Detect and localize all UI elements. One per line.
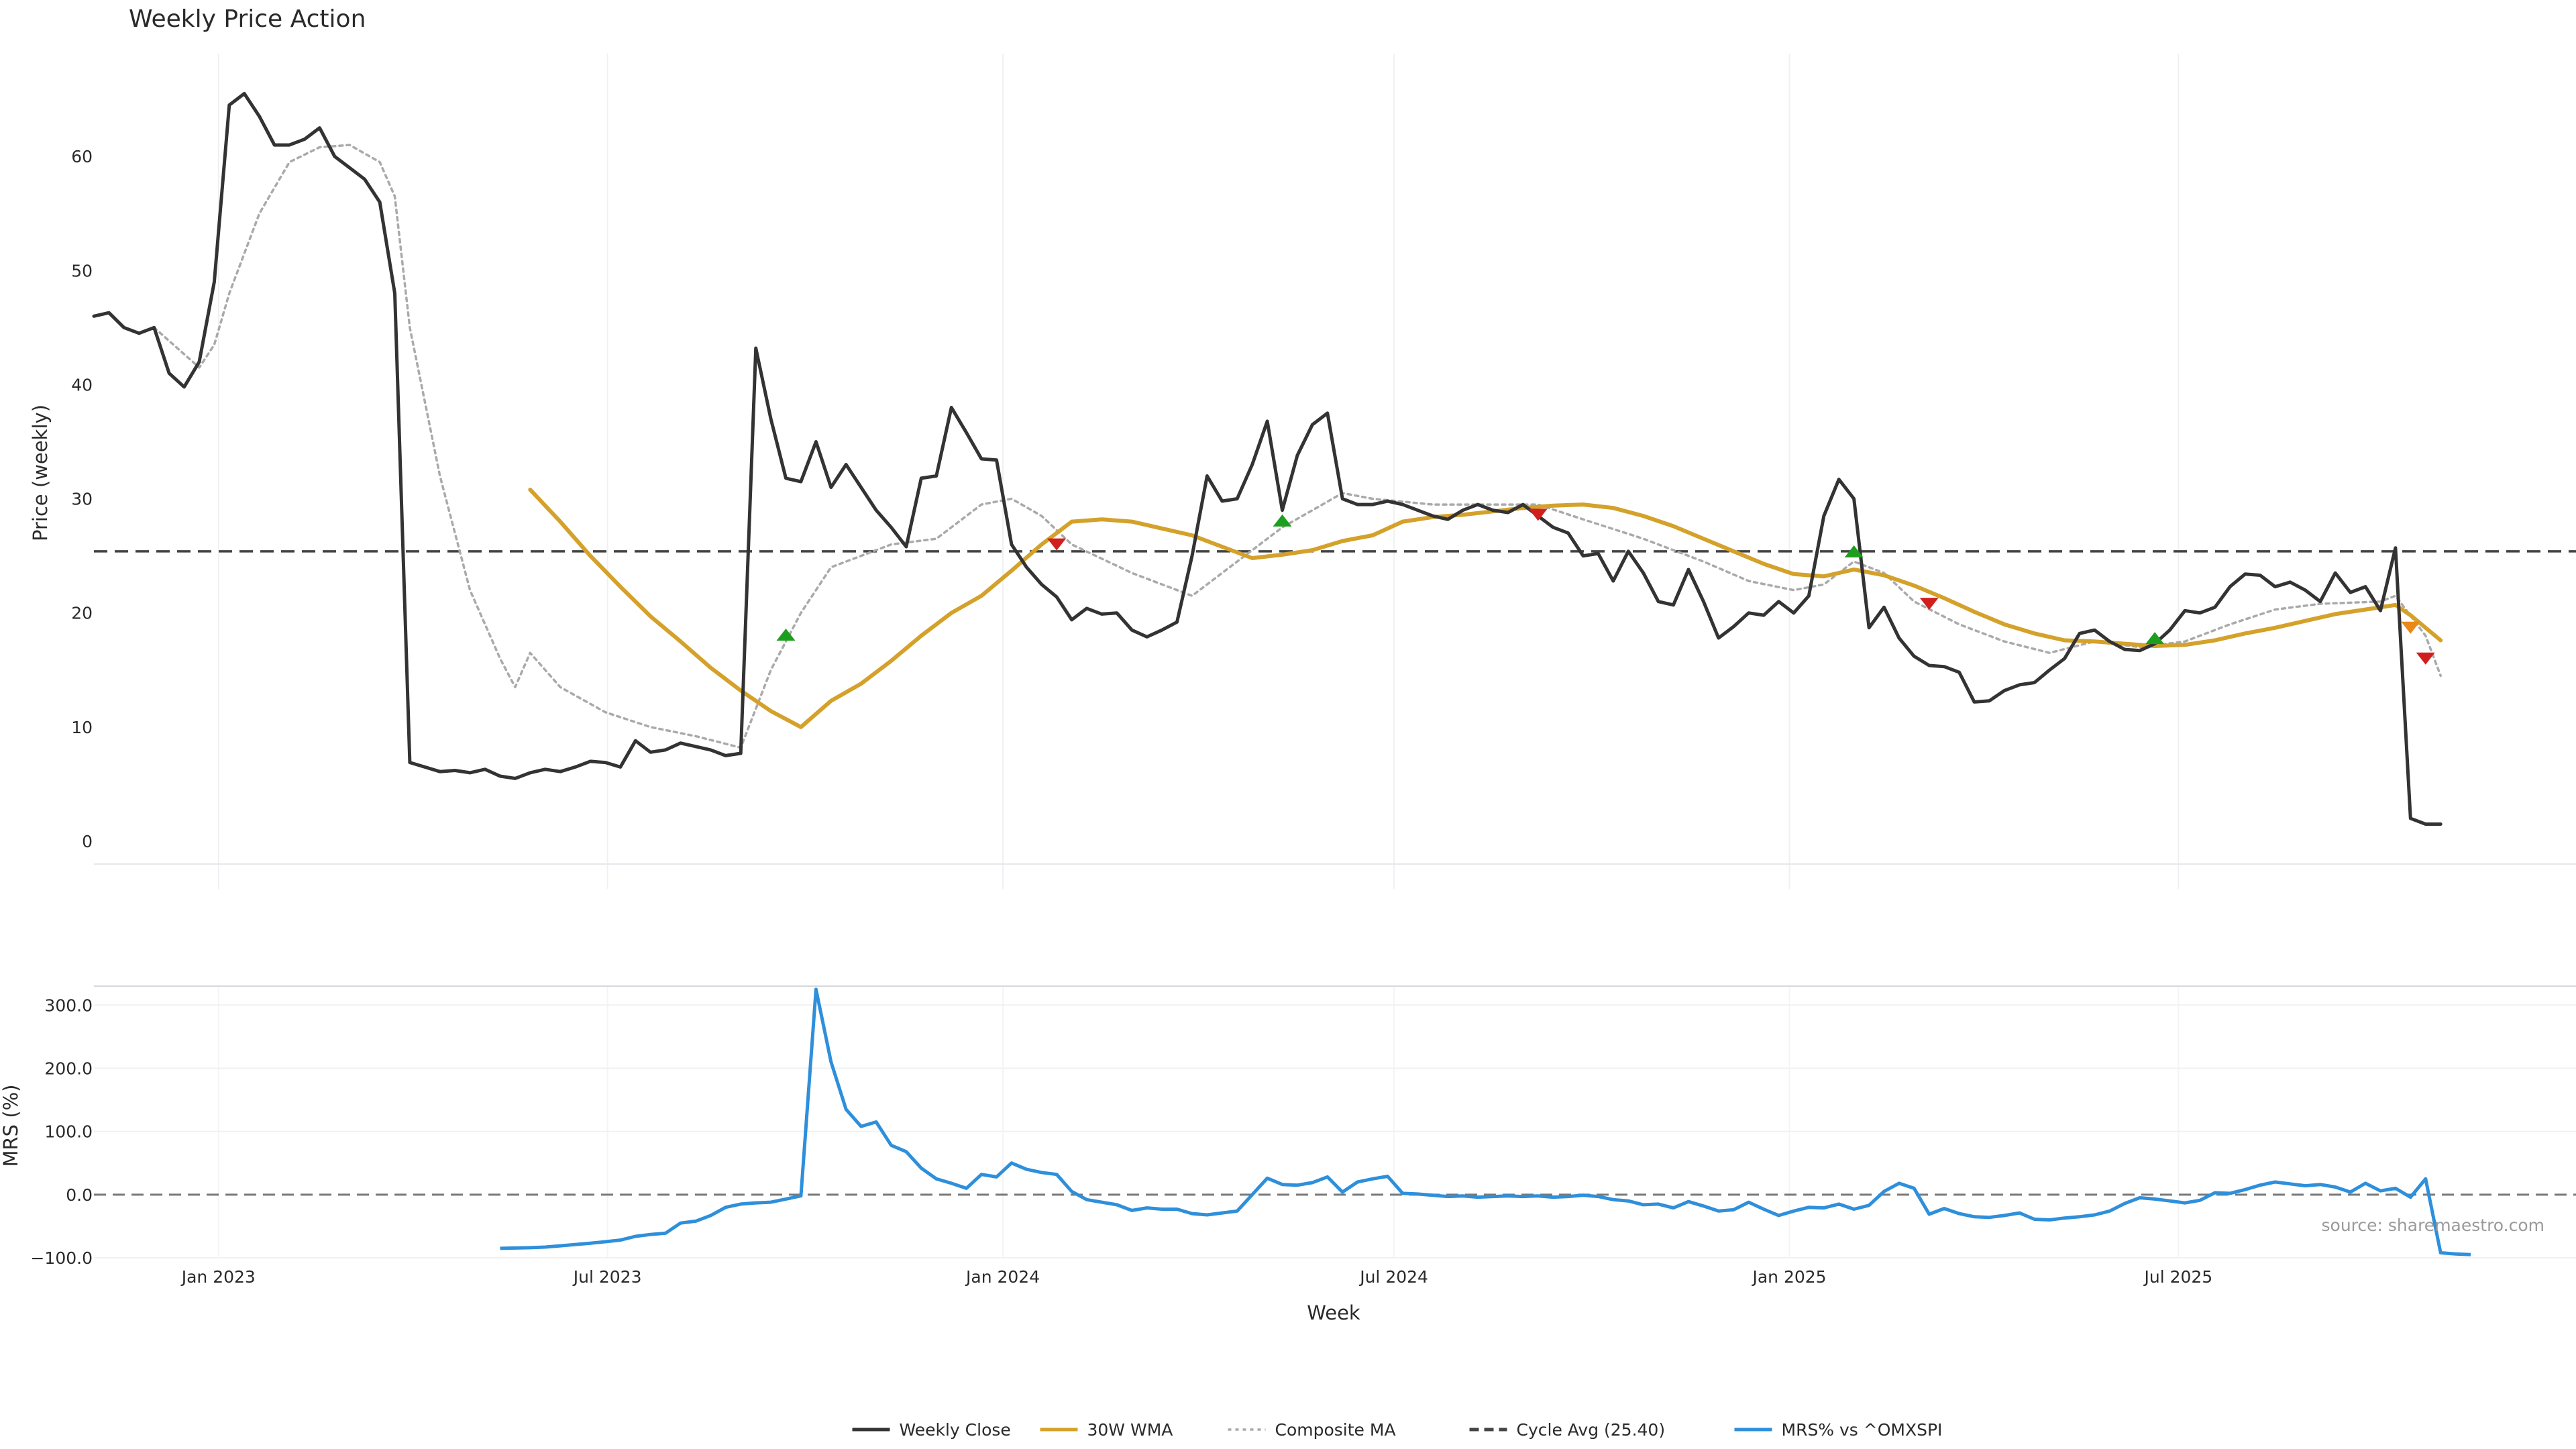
signal-marker-down — [2416, 652, 2435, 665]
x-tick-label: Jul 2025 — [2143, 1267, 2212, 1287]
legend-label: Cycle Avg (25.40) — [1517, 1420, 1666, 1440]
mrs-y-tick-label: 100.0 — [44, 1122, 93, 1142]
price-x-gridlines — [217, 54, 2180, 1258]
signal-markers — [776, 508, 2435, 665]
legend-item: 30W WMA — [1040, 1420, 1173, 1440]
x-tick-label: Jan 2024 — [965, 1267, 1040, 1287]
x-tick-label: Jul 2023 — [572, 1267, 642, 1287]
price-y-tick-label: 10 — [71, 718, 93, 737]
x-axis-label: Week — [1307, 1301, 1360, 1324]
x-tick-label: Jan 2023 — [180, 1267, 256, 1287]
mrs-y-axis-label: MRS (%) — [0, 1085, 22, 1167]
price-y-axis-label: Price (weekly) — [29, 405, 52, 541]
legend-label: Composite MA — [1275, 1420, 1396, 1440]
series-weekly-close — [92, 92, 2443, 826]
mrs-y-tick-label: 0.0 — [66, 1185, 93, 1205]
price-series — [92, 92, 2576, 826]
signal-marker-up — [1844, 545, 1864, 557]
price-y-tick-label: 50 — [71, 261, 93, 280]
source-note: source: sharemaestro.com — [2322, 1216, 2545, 1235]
mrs-gridlines — [94, 1004, 2576, 1258]
mrs-y-tick-label: 200.0 — [44, 1059, 93, 1078]
legend-label: 30W WMA — [1087, 1420, 1173, 1440]
price-y-tick-label: 0 — [82, 832, 93, 851]
signal-marker-down — [1919, 598, 1939, 610]
legend-item: Composite MA — [1228, 1420, 1396, 1440]
mrs-y-tick-label: −100.0 — [30, 1248, 93, 1268]
legend-item: Weekly Close — [852, 1420, 1011, 1440]
signal-marker-up — [776, 629, 796, 641]
x-tick-label: Jan 2025 — [1751, 1267, 1826, 1287]
chart-title: Weekly Price Action — [129, 5, 366, 33]
legend-item: Cycle Avg (25.40) — [1469, 1420, 1666, 1440]
legend-item: MRS% vs ^OMXSPI — [1734, 1420, 1943, 1440]
mrs-y-ticks: −100.0 0.0 100.0 200.0 300.0 — [30, 996, 93, 1268]
legend: Weekly Close 30W WMA Composite MA Cycle Avg… — [852, 1420, 1943, 1440]
mrs-y-tick-label: 300.0 — [44, 996, 93, 1015]
signal-marker-up — [2145, 632, 2165, 645]
x-axis-ticks: Jan 2023 Jul 2023 Jan 2024 Jul 2024 Jan 2025… — [180, 1267, 2212, 1287]
price-y-tick-label: 20 — [71, 604, 93, 623]
price-y-tick-label: 40 — [71, 375, 93, 394]
signal-marker-up — [1273, 514, 1292, 527]
x-tick-label: Jul 2024 — [1358, 1267, 1428, 1287]
mrs-series — [500, 987, 2471, 1256]
price-y-ticks: 0 10 20 30 40 50 60 — [71, 147, 93, 851]
series-composite-ma — [152, 144, 2442, 749]
price-y-tick-label: 30 — [71, 490, 93, 509]
legend-label: MRS% vs ^OMXSPI — [1782, 1420, 1943, 1440]
legend-label: Weekly Close — [900, 1420, 1011, 1440]
signal-marker-down — [1047, 538, 1067, 551]
price-y-tick-label: 60 — [71, 147, 93, 166]
series-mrs — [500, 987, 2471, 1256]
signal-marker-down — [1528, 508, 1548, 521]
signal-marker-down — [2401, 621, 2420, 634]
